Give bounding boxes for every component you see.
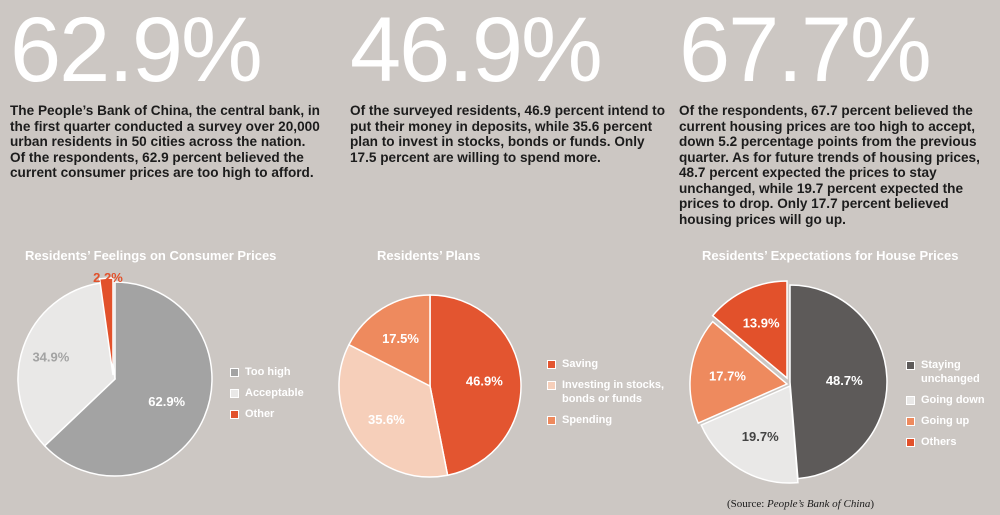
consumer-prices-legend: Too high Acceptable Other [230, 365, 325, 428]
panel-paragraph: Of the respondents, 67.7 percent believe… [679, 103, 980, 227]
panel-house-prices: 67.7% Of the respondents, 67.7 percent b… [679, 0, 997, 227]
legend-item: Spending [547, 413, 677, 427]
pie-slice-label: 34.9% [32, 350, 69, 365]
chart-title: Residents’ Feelings on Consumer Prices [25, 248, 277, 263]
source-prefix: (Source: [727, 498, 768, 510]
headline-percentage: 62.9% [10, 0, 263, 101]
legend-swatch [906, 361, 915, 370]
pie-slice-label: 46.9% [466, 374, 503, 389]
legend-swatch [906, 438, 915, 447]
legend-label: Investing in stocks, bonds or funds [562, 379, 665, 405]
legend-swatch [906, 396, 915, 405]
legend-label: Others [921, 436, 957, 448]
chart-title: Residents’ Expectations for House Prices [702, 248, 959, 263]
pie-slice-other [98, 277, 114, 376]
pie-slice-others [711, 280, 788, 380]
legend-item: Investing in stocks, bonds or funds [547, 378, 677, 406]
legend-item: Others [906, 435, 998, 449]
pie-slice-saving [429, 294, 522, 477]
pie-slice-investing-in-stocks-bonds-or-funds [338, 343, 449, 478]
pie-slice-label: 48.7% [826, 373, 863, 388]
pie-slice-staying-unchanged [789, 284, 888, 480]
pie-slice-too-high [43, 281, 213, 477]
legend-item: Staying unchanged [906, 358, 998, 386]
legend-item: Too high [230, 365, 325, 379]
pie-slice-acceptable [17, 282, 116, 447]
legend-label: Saving [562, 358, 599, 370]
legend-item: Acceptable [230, 386, 325, 400]
pie-slice-label: 62.9% [148, 394, 185, 409]
legend-swatch [547, 360, 556, 369]
pie-slice-label: 17.5% [382, 331, 419, 346]
headline-percentage: 67.7% [679, 0, 932, 101]
legend-swatch [230, 368, 239, 377]
panel-resident-plans: 46.9% Of the surveyed residents, 46.9 pe… [350, 0, 680, 165]
headline-percentage: 46.9% [350, 0, 603, 101]
legend-swatch [547, 416, 556, 425]
legend-label: Other [245, 408, 275, 420]
consumer-prices-pie-chart: 62.9% 34.9% 2.2% [17, 270, 213, 477]
house-prices-pie-chart: 48.7% 19.7% 17.7% 13.9% [689, 280, 888, 484]
legend-label: Too high [245, 366, 291, 378]
panel-consumer-prices: 62.9% The People’s Bank of China, the ce… [10, 0, 340, 181]
legend-swatch [547, 381, 556, 390]
source-name: People’s Bank of China [767, 498, 871, 510]
legend-label: Spending [562, 414, 613, 426]
house-prices-legend: Staying unchanged Going down Going up Other… [906, 358, 998, 456]
source-note: (Source: People’s Bank of China) [727, 498, 874, 510]
pie-slice-label: 35.6% [368, 412, 405, 427]
legend-item: Saving [547, 357, 677, 371]
resident-plans-legend: Saving Investing in stocks, bonds or fund… [547, 357, 677, 434]
pie-slice-label: 17.7% [709, 369, 746, 384]
panel-paragraph: Of the surveyed residents, 46.9 percent … [350, 103, 666, 165]
panel-paragraph: The People’s Bank of China, the central … [10, 103, 320, 180]
resident-plans-pie-chart: 46.9% 35.6% 17.5% [338, 294, 522, 478]
pie-slice-going-up [689, 320, 789, 425]
source-suffix: ) [870, 498, 875, 510]
legend-item: Going up [906, 414, 998, 428]
pie-slice-spending [347, 294, 431, 388]
legend-item: Going down [906, 393, 998, 407]
pie-slice-label: 2.2% [93, 270, 123, 285]
legend-swatch [230, 389, 239, 398]
legend-item: Other [230, 407, 325, 421]
legend-swatch [906, 417, 915, 426]
legend-label: Staying unchanged [921, 359, 980, 385]
legend-label: Acceptable [245, 387, 304, 399]
chart-title: Residents’ Plans [377, 248, 481, 263]
pie-slice-label: 19.7% [742, 429, 779, 444]
pie-slice-going-down [700, 384, 799, 484]
legend-label: Going down [921, 394, 985, 406]
legend-swatch [230, 410, 239, 419]
legend-label: Going up [921, 415, 970, 427]
pie-slice-label: 13.9% [743, 316, 780, 331]
